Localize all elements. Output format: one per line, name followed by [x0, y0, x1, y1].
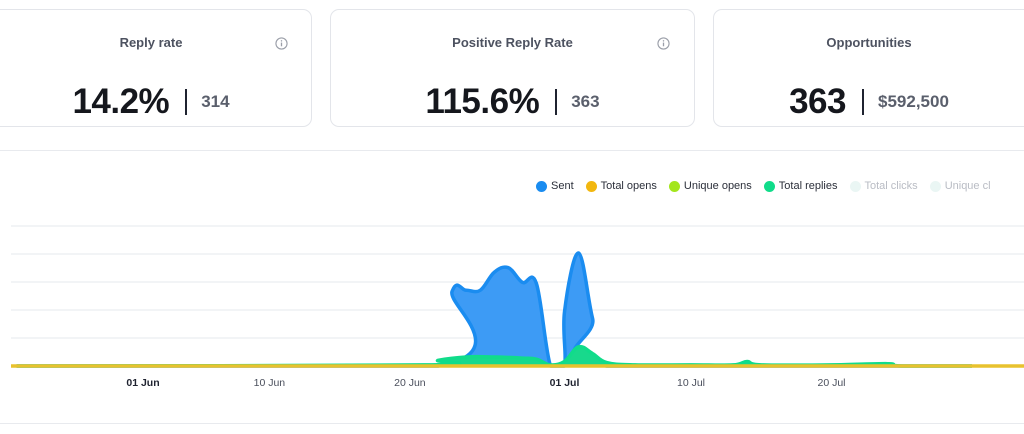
- legend-swatch: [536, 180, 547, 192]
- metric-divider: [862, 89, 864, 115]
- legend-swatch: [849, 180, 861, 192]
- card-title: Positive Reply Rate: [452, 35, 573, 50]
- legend-label: Sent: [551, 180, 574, 192]
- x-tick-label: 01 Jul: [550, 377, 580, 389]
- info-icon[interactable]: [657, 37, 670, 50]
- legend-swatch: [668, 180, 680, 192]
- x-tick-label: 01 Jun: [126, 377, 159, 389]
- reply-rate-card: Reply rate 14.2% 314: [0, 9, 312, 127]
- sent-series: [16, 251, 973, 368]
- legend-swatch: [585, 180, 597, 192]
- legend-swatch: [929, 180, 941, 192]
- series-line: [16, 251, 972, 368]
- positive-reply-rate-card: Positive Reply Rate 115.6% 363: [330, 9, 695, 127]
- legend-item-unique-opens[interactable]: Unique opens: [668, 180, 752, 192]
- legend-label: Total replies: [778, 180, 838, 192]
- x-tick-label: 10 Jul: [677, 377, 705, 389]
- legend-label: Total clicks: [864, 180, 918, 192]
- chart-legend: Sent Total opens Unique opens Total repl…: [536, 178, 1024, 194]
- metric-value: 14.2%: [72, 82, 170, 121]
- metric-divider: [185, 89, 188, 115]
- legend-item-total-opens[interactable]: Total opens: [585, 180, 657, 192]
- legend-swatch: [763, 180, 775, 192]
- x-tick-label: 20 Jun: [394, 377, 426, 389]
- x-tick-label: 20 Jul: [817, 377, 845, 389]
- legend-item-sent[interactable]: Sent: [536, 180, 574, 192]
- x-tick-label: 10 Jun: [254, 377, 286, 389]
- info-icon[interactable]: [275, 37, 288, 50]
- metric-divider: [555, 89, 558, 115]
- metric-value: 115.6%: [425, 82, 540, 121]
- metric-count: 363: [571, 92, 600, 111]
- legend-label: Unique cl: [944, 180, 991, 192]
- metric-amount: $592,500: [878, 92, 949, 111]
- legend-item-total-replies[interactable]: Total replies: [763, 180, 838, 192]
- series-area: [16, 252, 973, 366]
- legend-item-total-clicks[interactable]: Total clicks: [849, 180, 918, 192]
- card-title: Opportunities: [826, 35, 912, 50]
- metric-count: 314: [201, 92, 230, 111]
- chart-panel: [0, 150, 1024, 424]
- opportunities-card: Opportunities 363 $592,500: [713, 9, 1024, 127]
- legend-label: Total opens: [600, 180, 657, 192]
- metric-value: 363: [789, 82, 846, 121]
- legend-label: Unique opens: [683, 180, 752, 192]
- card-title: Reply rate: [119, 35, 183, 50]
- legend-item-unique-clicks[interactable]: Unique cl: [929, 180, 991, 192]
